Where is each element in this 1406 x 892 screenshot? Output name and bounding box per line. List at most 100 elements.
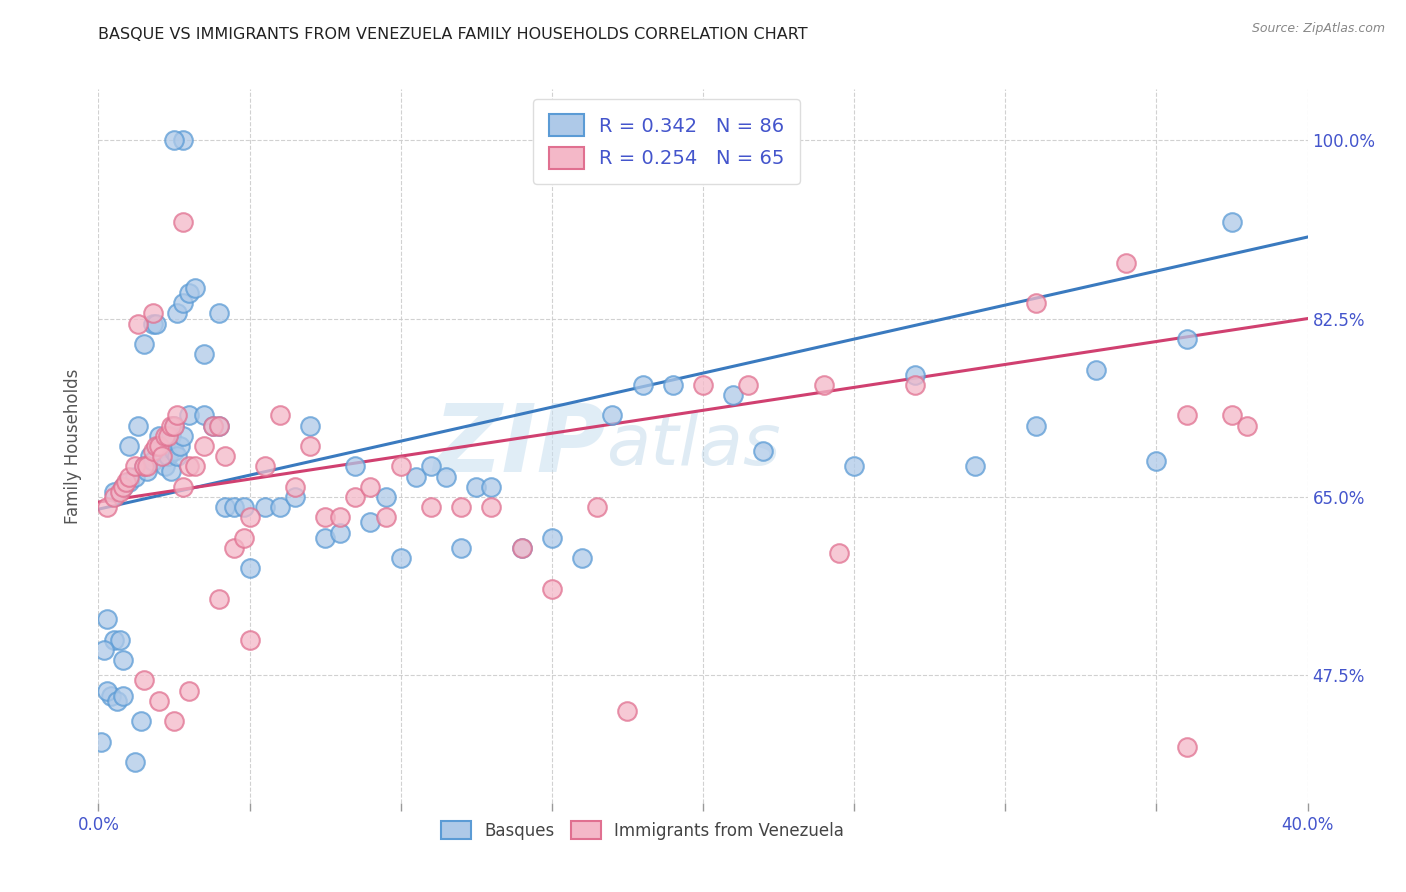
Point	[96, 612, 118, 626]
Point	[172, 296, 194, 310]
Point	[132, 337, 155, 351]
Point	[1175, 332, 1198, 346]
Point	[124, 755, 146, 769]
Point	[153, 459, 176, 474]
Point	[142, 444, 165, 458]
Point	[93, 643, 115, 657]
Point	[661, 377, 683, 392]
Point	[163, 418, 186, 433]
Point	[105, 694, 128, 708]
Point	[145, 439, 167, 453]
Point	[253, 500, 276, 515]
Point	[586, 500, 609, 515]
Point	[118, 439, 141, 453]
Point	[103, 484, 125, 499]
Point	[142, 454, 165, 468]
Point	[172, 215, 194, 229]
Point	[360, 516, 382, 530]
Point	[360, 480, 382, 494]
Point	[239, 561, 262, 575]
Point	[139, 449, 162, 463]
Point	[214, 500, 236, 515]
Point	[828, 546, 851, 560]
Point	[208, 418, 231, 433]
Point	[90, 734, 112, 748]
Point	[202, 418, 225, 433]
Point	[111, 689, 134, 703]
Point	[540, 582, 562, 596]
Point	[329, 525, 352, 540]
Point	[420, 500, 443, 515]
Point	[631, 377, 654, 392]
Point	[179, 286, 201, 301]
Point	[111, 480, 134, 494]
Point	[420, 459, 443, 474]
Point	[510, 541, 533, 555]
Point	[208, 591, 231, 606]
Point	[224, 500, 246, 515]
Point	[142, 306, 165, 320]
Point	[127, 418, 149, 433]
Point	[540, 531, 562, 545]
Point	[299, 418, 322, 433]
Point	[100, 689, 122, 703]
Point	[169, 439, 191, 453]
Point	[208, 418, 231, 433]
Point	[723, 388, 745, 402]
Legend: Basques, Immigrants from Venezuela: Basques, Immigrants from Venezuela	[433, 813, 852, 848]
Point	[135, 459, 157, 474]
Point	[329, 510, 352, 524]
Point	[108, 484, 131, 499]
Point	[1175, 409, 1198, 423]
Point	[193, 409, 215, 423]
Point	[184, 281, 207, 295]
Point	[96, 683, 118, 698]
Point	[1085, 362, 1108, 376]
Point	[132, 459, 155, 474]
Point	[135, 465, 157, 479]
Point	[132, 673, 155, 688]
Point	[156, 449, 179, 463]
Point	[813, 377, 835, 392]
Point	[179, 459, 201, 474]
Point	[510, 541, 533, 555]
Point	[299, 439, 322, 453]
Point	[166, 449, 188, 463]
Text: BASQUE VS IMMIGRANTS FROM VENEZUELA FAMILY HOUSEHOLDS CORRELATION CHART: BASQUE VS IMMIGRANTS FROM VENEZUELA FAMI…	[98, 27, 808, 42]
Point	[232, 531, 254, 545]
Point	[737, 377, 759, 392]
Point	[179, 409, 201, 423]
Y-axis label: Family Households: Family Households	[65, 368, 83, 524]
Point	[148, 439, 170, 453]
Point	[389, 459, 412, 474]
Point	[389, 551, 412, 566]
Point	[96, 500, 118, 515]
Point	[193, 347, 215, 361]
Point	[148, 429, 170, 443]
Text: atlas: atlas	[606, 411, 780, 481]
Point	[269, 409, 291, 423]
Point	[284, 490, 307, 504]
Point	[405, 469, 427, 483]
Point	[232, 500, 254, 515]
Point	[160, 429, 183, 443]
Point	[269, 500, 291, 515]
Point	[1024, 296, 1046, 310]
Point	[103, 490, 125, 504]
Point	[172, 133, 194, 147]
Point	[208, 306, 231, 320]
Point	[153, 429, 176, 443]
Point	[163, 133, 186, 147]
Point	[434, 469, 457, 483]
Point	[844, 459, 866, 474]
Point	[374, 490, 396, 504]
Point	[179, 683, 201, 698]
Point	[114, 475, 136, 489]
Point	[214, 449, 236, 463]
Point	[224, 541, 246, 555]
Point	[314, 531, 336, 545]
Point	[571, 551, 593, 566]
Point	[202, 418, 225, 433]
Point	[129, 714, 152, 729]
Point	[965, 459, 987, 474]
